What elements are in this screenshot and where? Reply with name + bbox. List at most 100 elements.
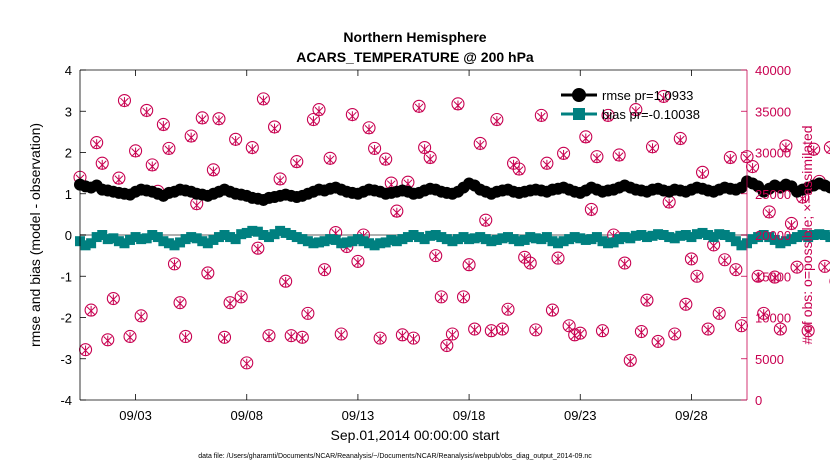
assimilated-obs-point [775, 324, 785, 335]
bias-point [408, 230, 419, 240]
possible-obs-point [406, 331, 421, 345]
assimilated-obs-point [270, 123, 279, 134]
possible-obs-point [440, 338, 454, 353]
bias-point [825, 232, 830, 243]
left-y-tick-label: -1 [60, 269, 72, 284]
assimilated-obs-point [181, 332, 190, 343]
assimilated-obs-point [637, 327, 646, 338]
legend-rmse-label: rmse pr=1.0933 [602, 88, 693, 103]
assimilated-obs-point [225, 298, 235, 309]
right-y-tick-label: 25000 [755, 187, 791, 202]
bias-point [708, 232, 719, 243]
bias-point [419, 234, 430, 245]
bias-point [797, 230, 808, 240]
possible-obs-point [295, 330, 309, 344]
possible-obs-point [101, 333, 115, 347]
possible-obs-point [134, 309, 148, 323]
bias-point [491, 234, 502, 245]
possible-obs-point [445, 327, 459, 341]
assimilated-obs-point [236, 292, 246, 303]
possible-obs-point [640, 293, 654, 307]
assimilated-obs-point [136, 311, 146, 322]
possible-obs-point [790, 260, 804, 274]
bias-point [191, 233, 202, 244]
assimilated-obs-point [353, 257, 363, 268]
assimilated-obs-point [603, 112, 613, 123]
assimilated-obs-point [281, 277, 291, 288]
assimilated-obs-point [664, 198, 674, 209]
assimilated-obs-point [553, 253, 563, 264]
possible-obs-point [217, 330, 232, 344]
bias-point [197, 236, 208, 247]
bias-point [241, 227, 252, 238]
right-y-tick-label: 40000 [755, 63, 791, 78]
bias-point [275, 225, 286, 236]
assimilated-obs-point [720, 255, 730, 266]
bias-point [213, 232, 224, 243]
assimilated-obs-point [714, 309, 724, 320]
bias-point [247, 225, 258, 236]
assimilated-obs-point [81, 345, 90, 356]
assimilated-obs-point [381, 155, 391, 166]
x-ticks: 09/03 09/08 09/13 09/18 09/23 09/28 [119, 70, 708, 423]
assimilated-obs-point [670, 329, 680, 340]
left-y-tick-label: -3 [60, 352, 72, 367]
assimilated-obs-point [192, 200, 202, 211]
bias-point [147, 230, 158, 240]
bias-point [325, 234, 336, 245]
bias-point [508, 234, 519, 245]
chart-subtitle: ACARS_TEMPERATURE @ 200 hPa [296, 49, 534, 65]
assimilated-obs-point [820, 262, 830, 273]
possible-obs-point [179, 329, 193, 344]
possible-obs-point [429, 249, 443, 263]
bias-point [97, 230, 108, 240]
bias-point [486, 236, 497, 247]
possible-obs-point [223, 296, 237, 310]
assimilated-obs-point [114, 174, 124, 185]
bias-point [603, 238, 614, 249]
bias-point [658, 230, 669, 240]
assimilated-obs-point [303, 309, 313, 320]
bias-point [703, 230, 714, 240]
right-y-tick-label: 15000 [755, 269, 791, 284]
assimilated-obs-point [275, 175, 285, 186]
bias-point [414, 232, 425, 243]
bias-point [641, 232, 652, 243]
assimilated-obs-point [692, 272, 702, 283]
bias-point [80, 240, 91, 251]
rmse-series [74, 175, 830, 206]
possible-obs-point [679, 297, 693, 311]
bias-point [547, 236, 558, 247]
possible-obs-point [684, 252, 698, 266]
left-y-tick-label: 2 [65, 146, 72, 161]
bias-point [747, 234, 758, 245]
bias-point [347, 236, 358, 247]
possible-obs-point [284, 329, 298, 343]
assimilated-obs-point [536, 112, 546, 123]
possible-obs-point [634, 324, 648, 339]
bias-point [291, 232, 302, 243]
possible-obs-point [468, 322, 482, 336]
bias-point [619, 232, 630, 243]
possible-obs-point [434, 290, 448, 304]
bias-point [319, 236, 330, 247]
assimilated-obs-point [698, 168, 707, 179]
assimilated-obs-point [598, 326, 607, 337]
bias-point [152, 232, 163, 243]
bias-point [586, 234, 597, 245]
possible-obs-point [690, 269, 704, 283]
bias-point [792, 232, 803, 243]
assimilated-obs-point [486, 326, 496, 337]
bias-point [119, 238, 130, 249]
possible-obs-point [484, 324, 498, 338]
assimilated-obs-point [348, 111, 357, 122]
bias-point [591, 232, 602, 243]
possible-obs-point [495, 322, 509, 336]
bias-point [391, 236, 402, 247]
bias-point [480, 234, 491, 245]
possible-obs-point [262, 329, 276, 343]
bias-point [653, 229, 664, 240]
bias-point [769, 234, 780, 245]
assimilated-obs-point [748, 163, 757, 174]
